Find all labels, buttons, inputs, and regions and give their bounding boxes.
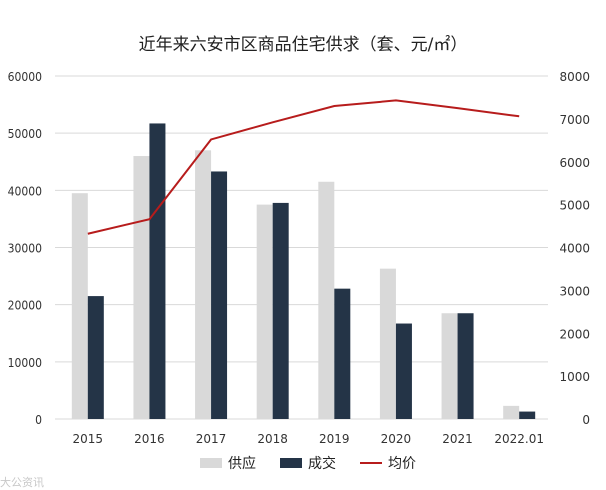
- legend-label-price: 均价: [388, 456, 416, 472]
- y-left-tick-label: 0: [35, 413, 42, 427]
- y-left-tick-label: 50000: [8, 127, 42, 141]
- x-tick-label: 2016: [134, 432, 165, 446]
- bar-deal: [457, 313, 474, 419]
- bar-supply: [256, 204, 273, 419]
- y-right-tick-label: 0: [582, 413, 590, 427]
- bar-supply: [318, 181, 335, 419]
- bar-deal: [149, 123, 166, 419]
- x-tick-label: 2022.01: [494, 432, 544, 446]
- bar-supply: [71, 193, 88, 419]
- chart-title: 近年来六安市区商品住宅供求（套、元/㎡）: [139, 35, 468, 55]
- legend-label-deal: 成交: [308, 455, 336, 472]
- y-left-tick-label: 20000: [8, 299, 42, 313]
- bar-deal: [272, 202, 289, 419]
- y-right-tick-label: 3000: [559, 284, 590, 298]
- legend-swatch-supply: [200, 458, 222, 468]
- x-tick-label: 2021: [442, 432, 473, 446]
- y-right-tick-label: 7000: [559, 113, 590, 127]
- x-tick-label: 2020: [381, 432, 412, 446]
- bar-deal: [334, 288, 351, 419]
- y-right-tick-label: 1000: [559, 370, 590, 384]
- y-right-tick-label: 6000: [559, 156, 590, 170]
- y-right-tick-label: 8000: [559, 70, 590, 84]
- bar-deal: [87, 296, 104, 419]
- bar-supply: [133, 156, 150, 420]
- bar-supply: [195, 150, 212, 420]
- bar-deal: [395, 323, 412, 419]
- bar-deal: [519, 411, 536, 419]
- x-tick-label: 2017: [196, 432, 227, 446]
- bar-supply: [441, 313, 458, 419]
- y-left-tick-label: 60000: [8, 70, 42, 84]
- line-price: [87, 99, 520, 235]
- y-left-tick-label: 30000: [8, 242, 42, 256]
- watermark-text: 大公资讯: [0, 476, 44, 489]
- y-right-tick-label: 4000: [559, 242, 590, 256]
- x-tick-label: 2019: [319, 432, 350, 446]
- bar-supply: [503, 405, 520, 419]
- bar-supply: [379, 268, 396, 419]
- y-left-tick-label: 40000: [8, 184, 42, 198]
- x-tick-label: 2015: [73, 432, 104, 446]
- bar-deal: [211, 171, 228, 419]
- x-tick-label: 2018: [257, 432, 288, 446]
- y-right-tick-label: 5000: [559, 199, 590, 213]
- y-left-tick-label: 10000: [8, 356, 42, 370]
- legend-swatch-deal: [280, 458, 302, 468]
- legend-label-supply: 供应: [228, 455, 256, 472]
- y-right-tick-label: 2000: [559, 327, 590, 341]
